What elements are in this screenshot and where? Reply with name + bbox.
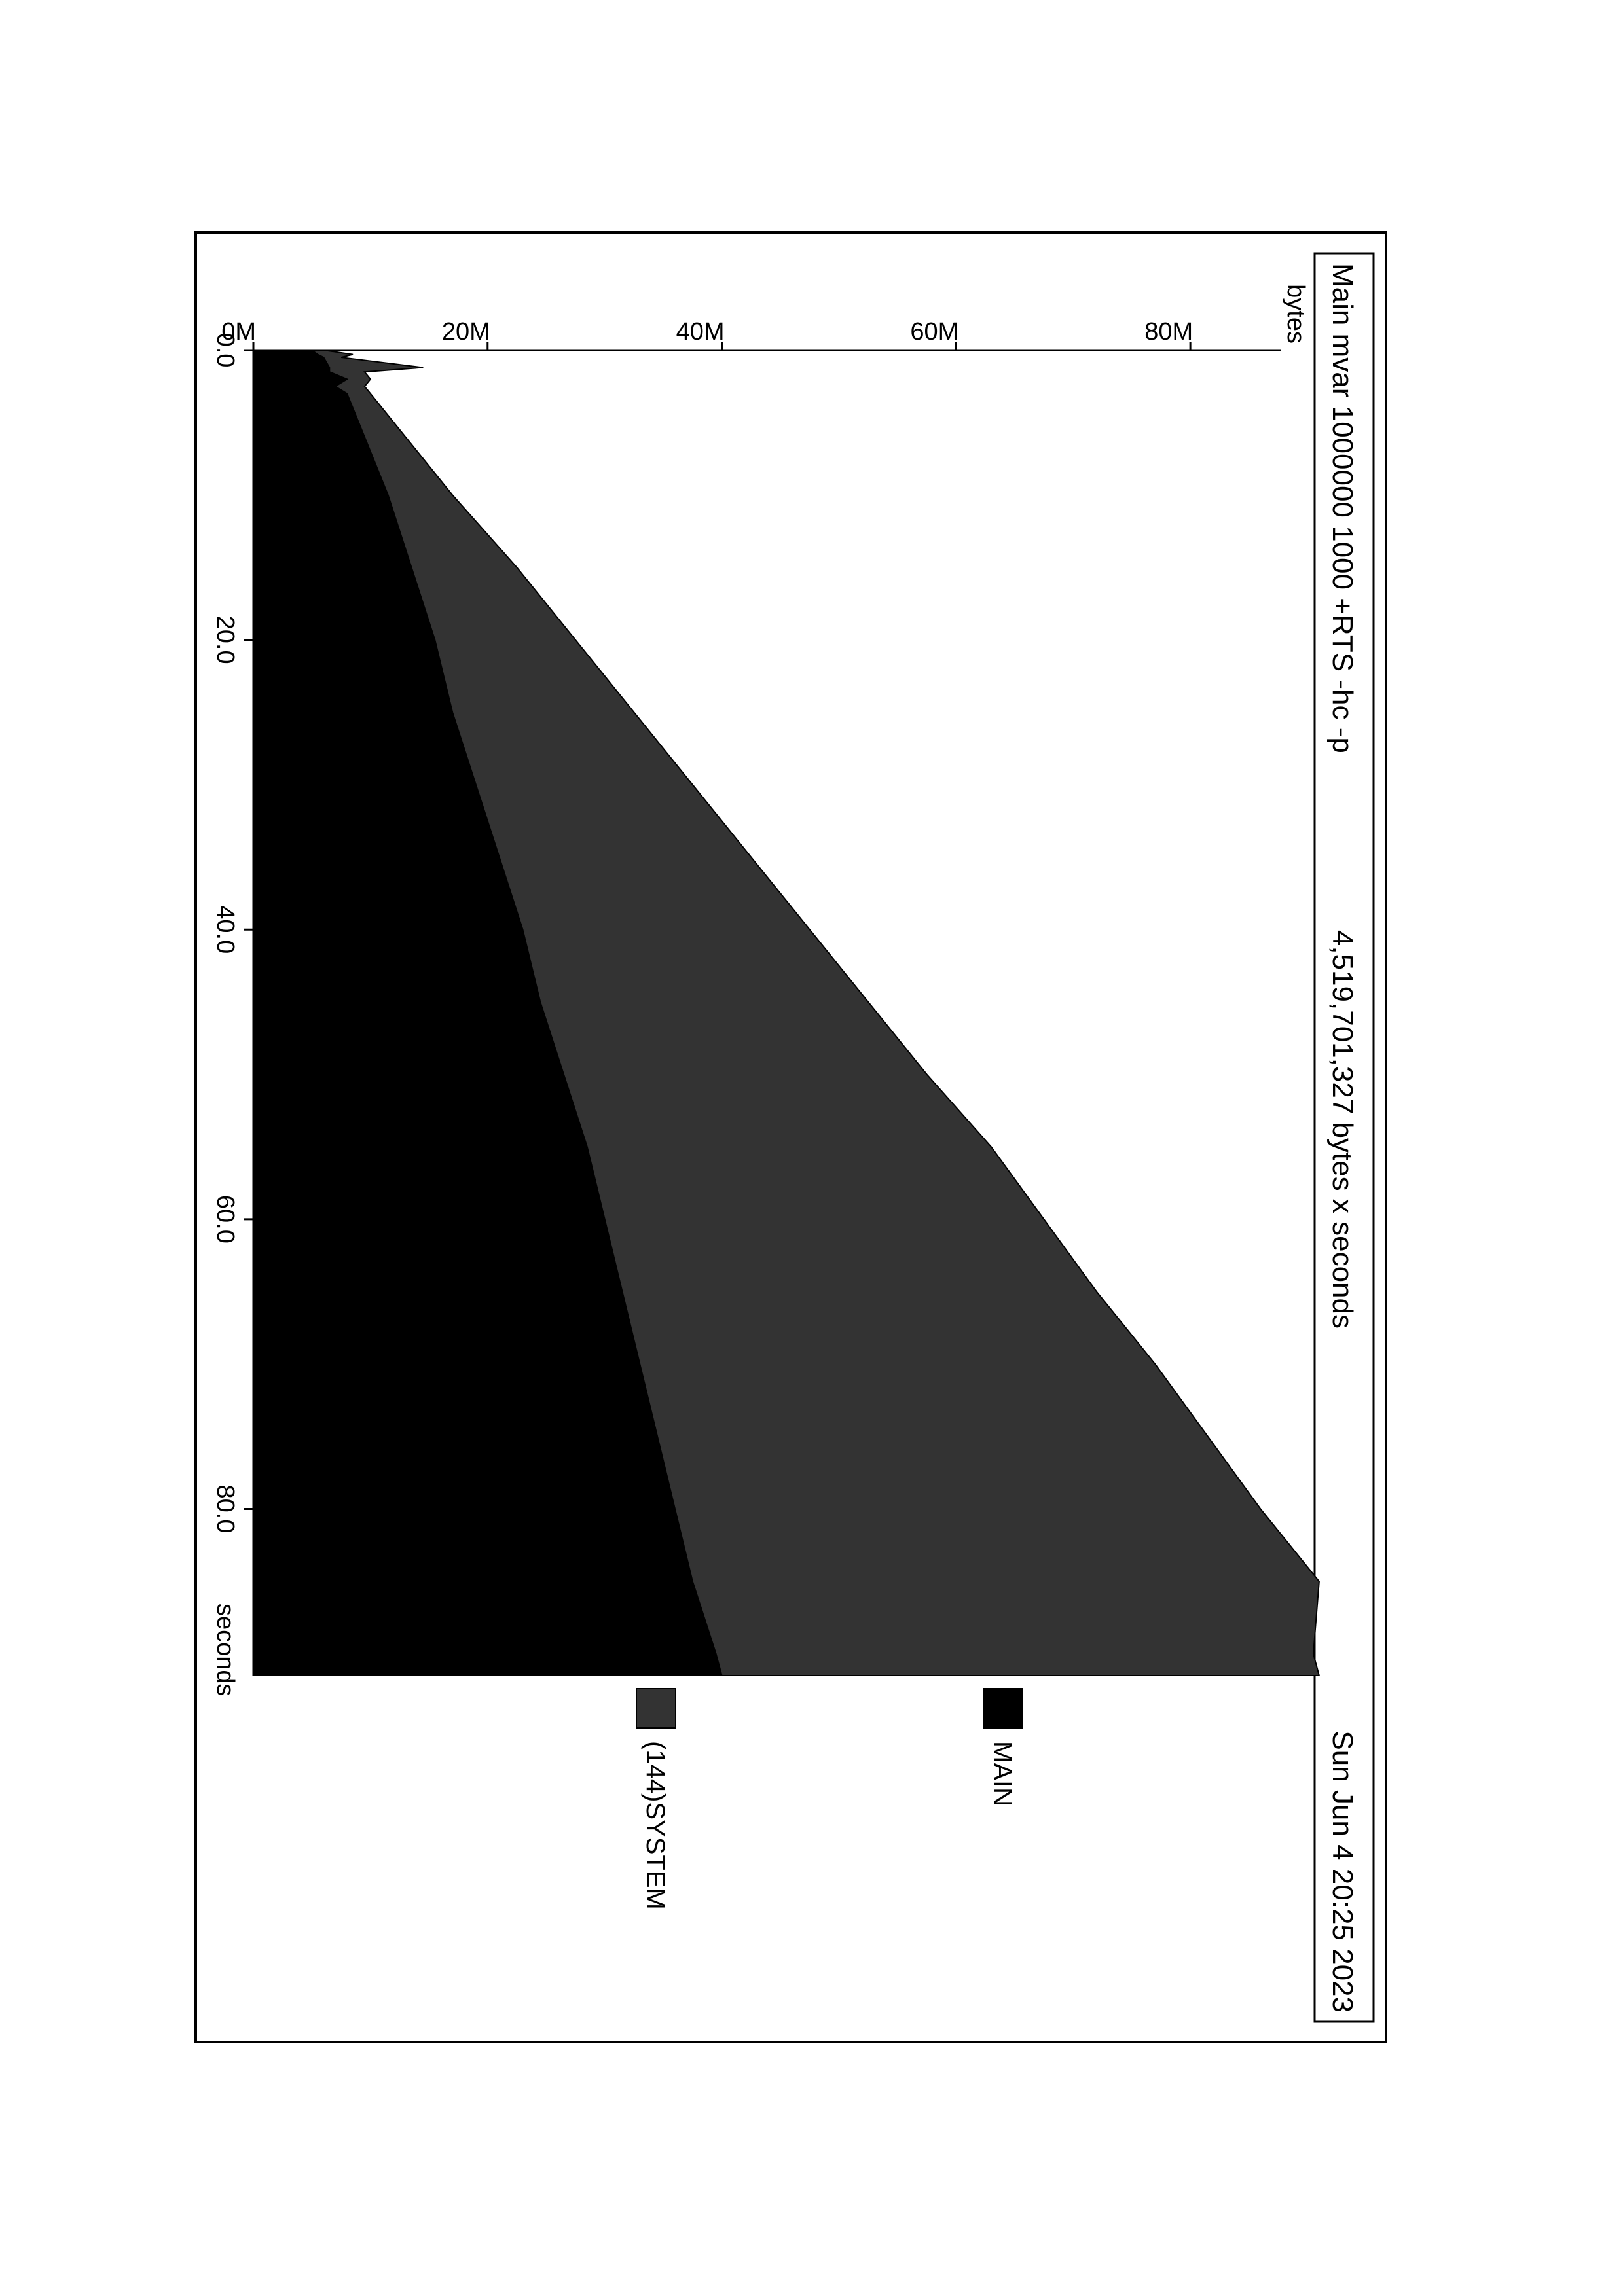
x-tick-label: 60.0 — [211, 1195, 239, 1244]
area-series--144-system — [310, 350, 1321, 1676]
outer-frame — [194, 231, 1387, 2043]
legend-swatch — [983, 1688, 1023, 1729]
header-box — [1313, 252, 1375, 2023]
legend-swatch — [636, 1688, 676, 1729]
x-tick-label: 0.0 — [211, 333, 239, 368]
y-axis-label: bytes — [1282, 284, 1309, 344]
y-tick-label: 20M — [442, 318, 490, 346]
y-tick-label: 40M — [676, 318, 725, 346]
legend-label: (144)SYSTEM — [641, 1741, 670, 1910]
header-date: Sun Jun 4 20:25 2023 — [1326, 1731, 1359, 2013]
y-axis: 0M 20M 40M 60M 80M bytes — [221, 284, 1309, 351]
y-tick-label: 0M — [221, 318, 256, 346]
x-tick-label: 20.0 — [211, 616, 239, 664]
legend: (144)SYSTEM MAIN — [636, 1688, 1023, 1910]
legend-label: MAIN — [988, 1741, 1017, 1806]
plot-area — [253, 350, 1321, 1676]
x-axis: 0.0 20.0 40.0 60.0 80.0 seconds — [211, 333, 255, 1696]
header-title: Main mvar 1000000 1000 +RTS -hc -p — [1326, 263, 1359, 753]
y-tick-label: 60M — [910, 318, 958, 346]
y-tick-label: 80M — [1144, 318, 1193, 346]
header-total: 4,519,701,327 bytes x seconds — [1326, 930, 1359, 1329]
x-axis-label: seconds — [211, 1604, 239, 1696]
x-tick-label: 40.0 — [211, 905, 239, 954]
rotated-figure: Main mvar 1000000 1000 +RTS -hc -p 4,519… — [194, 231, 1387, 2043]
x-tick-label: 80.0 — [211, 1485, 239, 1534]
